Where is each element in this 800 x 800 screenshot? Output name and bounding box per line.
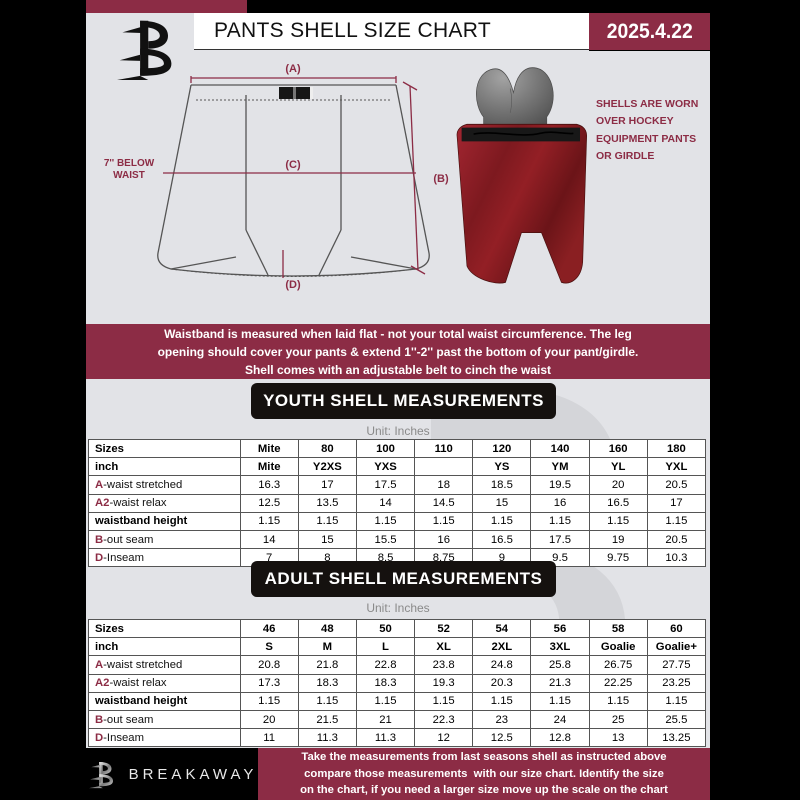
svg-text:WAIST: WAIST [113,170,145,181]
svg-text:(A): (A) [285,63,301,75]
svg-text:(D): (D) [285,279,301,291]
svg-text:(C): (C) [285,159,301,171]
svg-text:7'' BELOW: 7'' BELOW [104,158,155,169]
